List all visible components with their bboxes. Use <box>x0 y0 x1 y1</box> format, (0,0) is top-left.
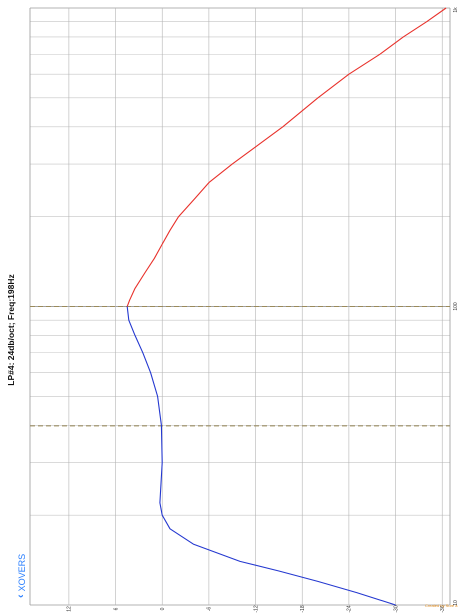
freq-tick-label: 1k <box>453 7 459 13</box>
series-line-1 <box>126 306 396 606</box>
gain-tick-label: 0 <box>160 607 166 610</box>
series-line-0 <box>126 7 447 307</box>
freq-ticks: 1k 100 10 <box>453 7 459 606</box>
gain-tick-label: -12 <box>253 605 259 612</box>
series <box>126 7 447 606</box>
gain-tick-label: -30 <box>393 605 399 612</box>
gain-tick-label: 6 <box>113 607 119 610</box>
gain-tick-label: 12 <box>67 606 73 612</box>
freq-tick-label: 10 <box>453 600 459 606</box>
freq-tick-label: 100 <box>453 302 459 311</box>
credit: Created by Sure a <box>425 603 458 608</box>
gain-tick-label: -24 <box>347 605 353 612</box>
chevron-left-icon: ‹ <box>15 594 27 598</box>
back-label: XOVERS <box>16 553 27 592</box>
gain-tick-label: -18 <box>300 605 306 612</box>
markers <box>30 306 450 427</box>
chart-title: LP#4: 24db/oct; Freq:198Hz <box>6 274 16 386</box>
gain-tick-label: -6 <box>207 607 213 612</box>
gain-tick-label: -36 <box>440 605 446 612</box>
back-button[interactable]: ‹ XOVERS <box>15 553 27 598</box>
gain-ticks: 12 6 0 -6 -12 -18 -24 -30 -36 <box>67 605 446 612</box>
